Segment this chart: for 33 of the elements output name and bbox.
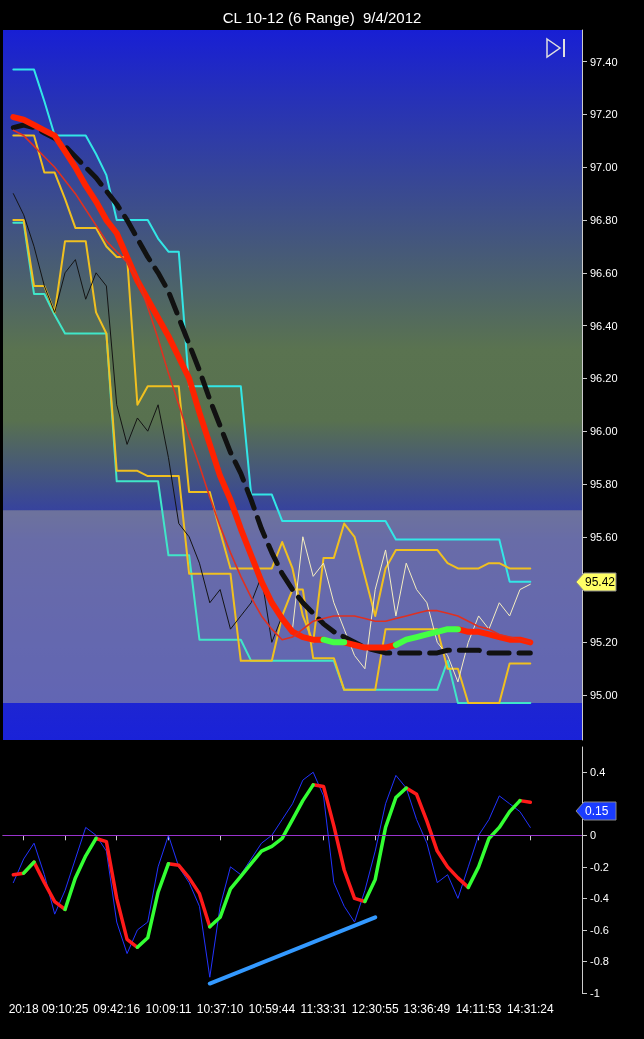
y-tick-label: 97.20 (590, 108, 618, 121)
y-tick-label: -0.6 (590, 923, 609, 936)
y-tick-label: -0.8 (590, 955, 609, 968)
x-tick-label: 14:31:24 (506, 1002, 554, 1016)
y-tick-label: 0 (590, 829, 597, 842)
y-tick-label: 96.80 (590, 214, 618, 227)
chart-title: CL 10-12 (6 Range) 9/4/2012 (222, 9, 422, 26)
x-tick-label: 10:09:11 (145, 1002, 192, 1016)
x-tick-label: 09:10:25 (41, 1002, 89, 1016)
x-tick-label: 10:59:44 (248, 1002, 296, 1016)
y-tick-label: 96.60 (590, 266, 618, 279)
x-tick-label: 13:36:49 (403, 1002, 451, 1016)
x-tick-label: 09:42:16 (93, 1002, 141, 1016)
y-tick-label: 96.00 (590, 425, 618, 438)
x-tick-label: 20:18 (8, 1002, 40, 1016)
x-tick-label: 14:11:53 (455, 1002, 502, 1016)
y-tick-label: 95.00 (590, 689, 618, 702)
y-tick-label: 96.20 (590, 372, 618, 385)
y-tick-label: -0.4 (590, 892, 609, 905)
text: 0.15 (585, 804, 609, 818)
y-tick-label: 95.20 (590, 636, 618, 649)
x-tick-label: 12:30:55 (351, 1002, 399, 1016)
y-tick-label: 95.60 (590, 530, 618, 543)
x-tick-label: 10:37:10 (196, 1002, 244, 1016)
y-tick-label: -0.2 (590, 860, 609, 873)
y-tick-label: 95.80 (590, 477, 618, 490)
text: 95.42 (585, 575, 616, 589)
y-tick-label: 97.40 (590, 55, 618, 68)
y-tick-label: 0.4 (590, 766, 606, 779)
y-tick-label: -1 (590, 987, 600, 999)
y-tick-label: 96.40 (590, 319, 618, 332)
x-tick-label: 11:33:31 (300, 1002, 347, 1016)
y-tick-label: 97.00 (590, 161, 618, 174)
